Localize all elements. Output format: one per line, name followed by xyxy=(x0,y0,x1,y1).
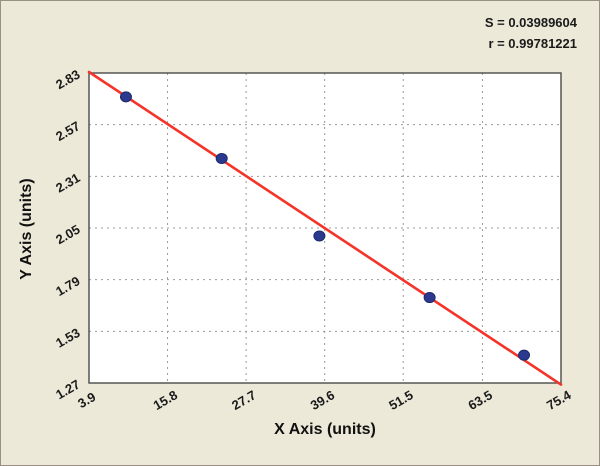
x-tick-label: 3.9 xyxy=(75,389,98,411)
fit-statistics: S = 0.03989604 r = 0.99781221 xyxy=(485,13,577,55)
data-point xyxy=(518,349,531,361)
x-axis-title: X Axis (units) xyxy=(274,421,376,438)
x-tick-label: 63.5 xyxy=(465,387,494,413)
regression-line xyxy=(87,70,563,386)
y-tick-label: 2.05 xyxy=(53,222,82,248)
x-tick-label: 15.8 xyxy=(151,387,180,413)
data-point xyxy=(313,230,326,242)
y-tick-label: 1.79 xyxy=(53,273,82,299)
x-tick-label: 75.4 xyxy=(544,387,574,413)
data-point xyxy=(119,91,132,103)
s-value-label: S = 0.03989604 xyxy=(484,15,577,30)
x-tick-label: 39.6 xyxy=(308,387,337,413)
data-point xyxy=(215,152,228,164)
r-value-label: r = 0.99781221 xyxy=(488,35,577,51)
y-tick-label: 1.53 xyxy=(53,325,82,351)
x-tick-label: 51.5 xyxy=(386,387,415,413)
data-point xyxy=(423,292,436,304)
plot-frame xyxy=(88,72,562,384)
x-tick-label: 27.7 xyxy=(229,387,258,413)
y-axis-title: Y Axis (units) xyxy=(18,178,35,280)
y-tick-label: 2.83 xyxy=(53,67,82,93)
y-tick-label: 2.31 xyxy=(53,170,82,196)
y-tick-label: 2.57 xyxy=(53,118,82,144)
